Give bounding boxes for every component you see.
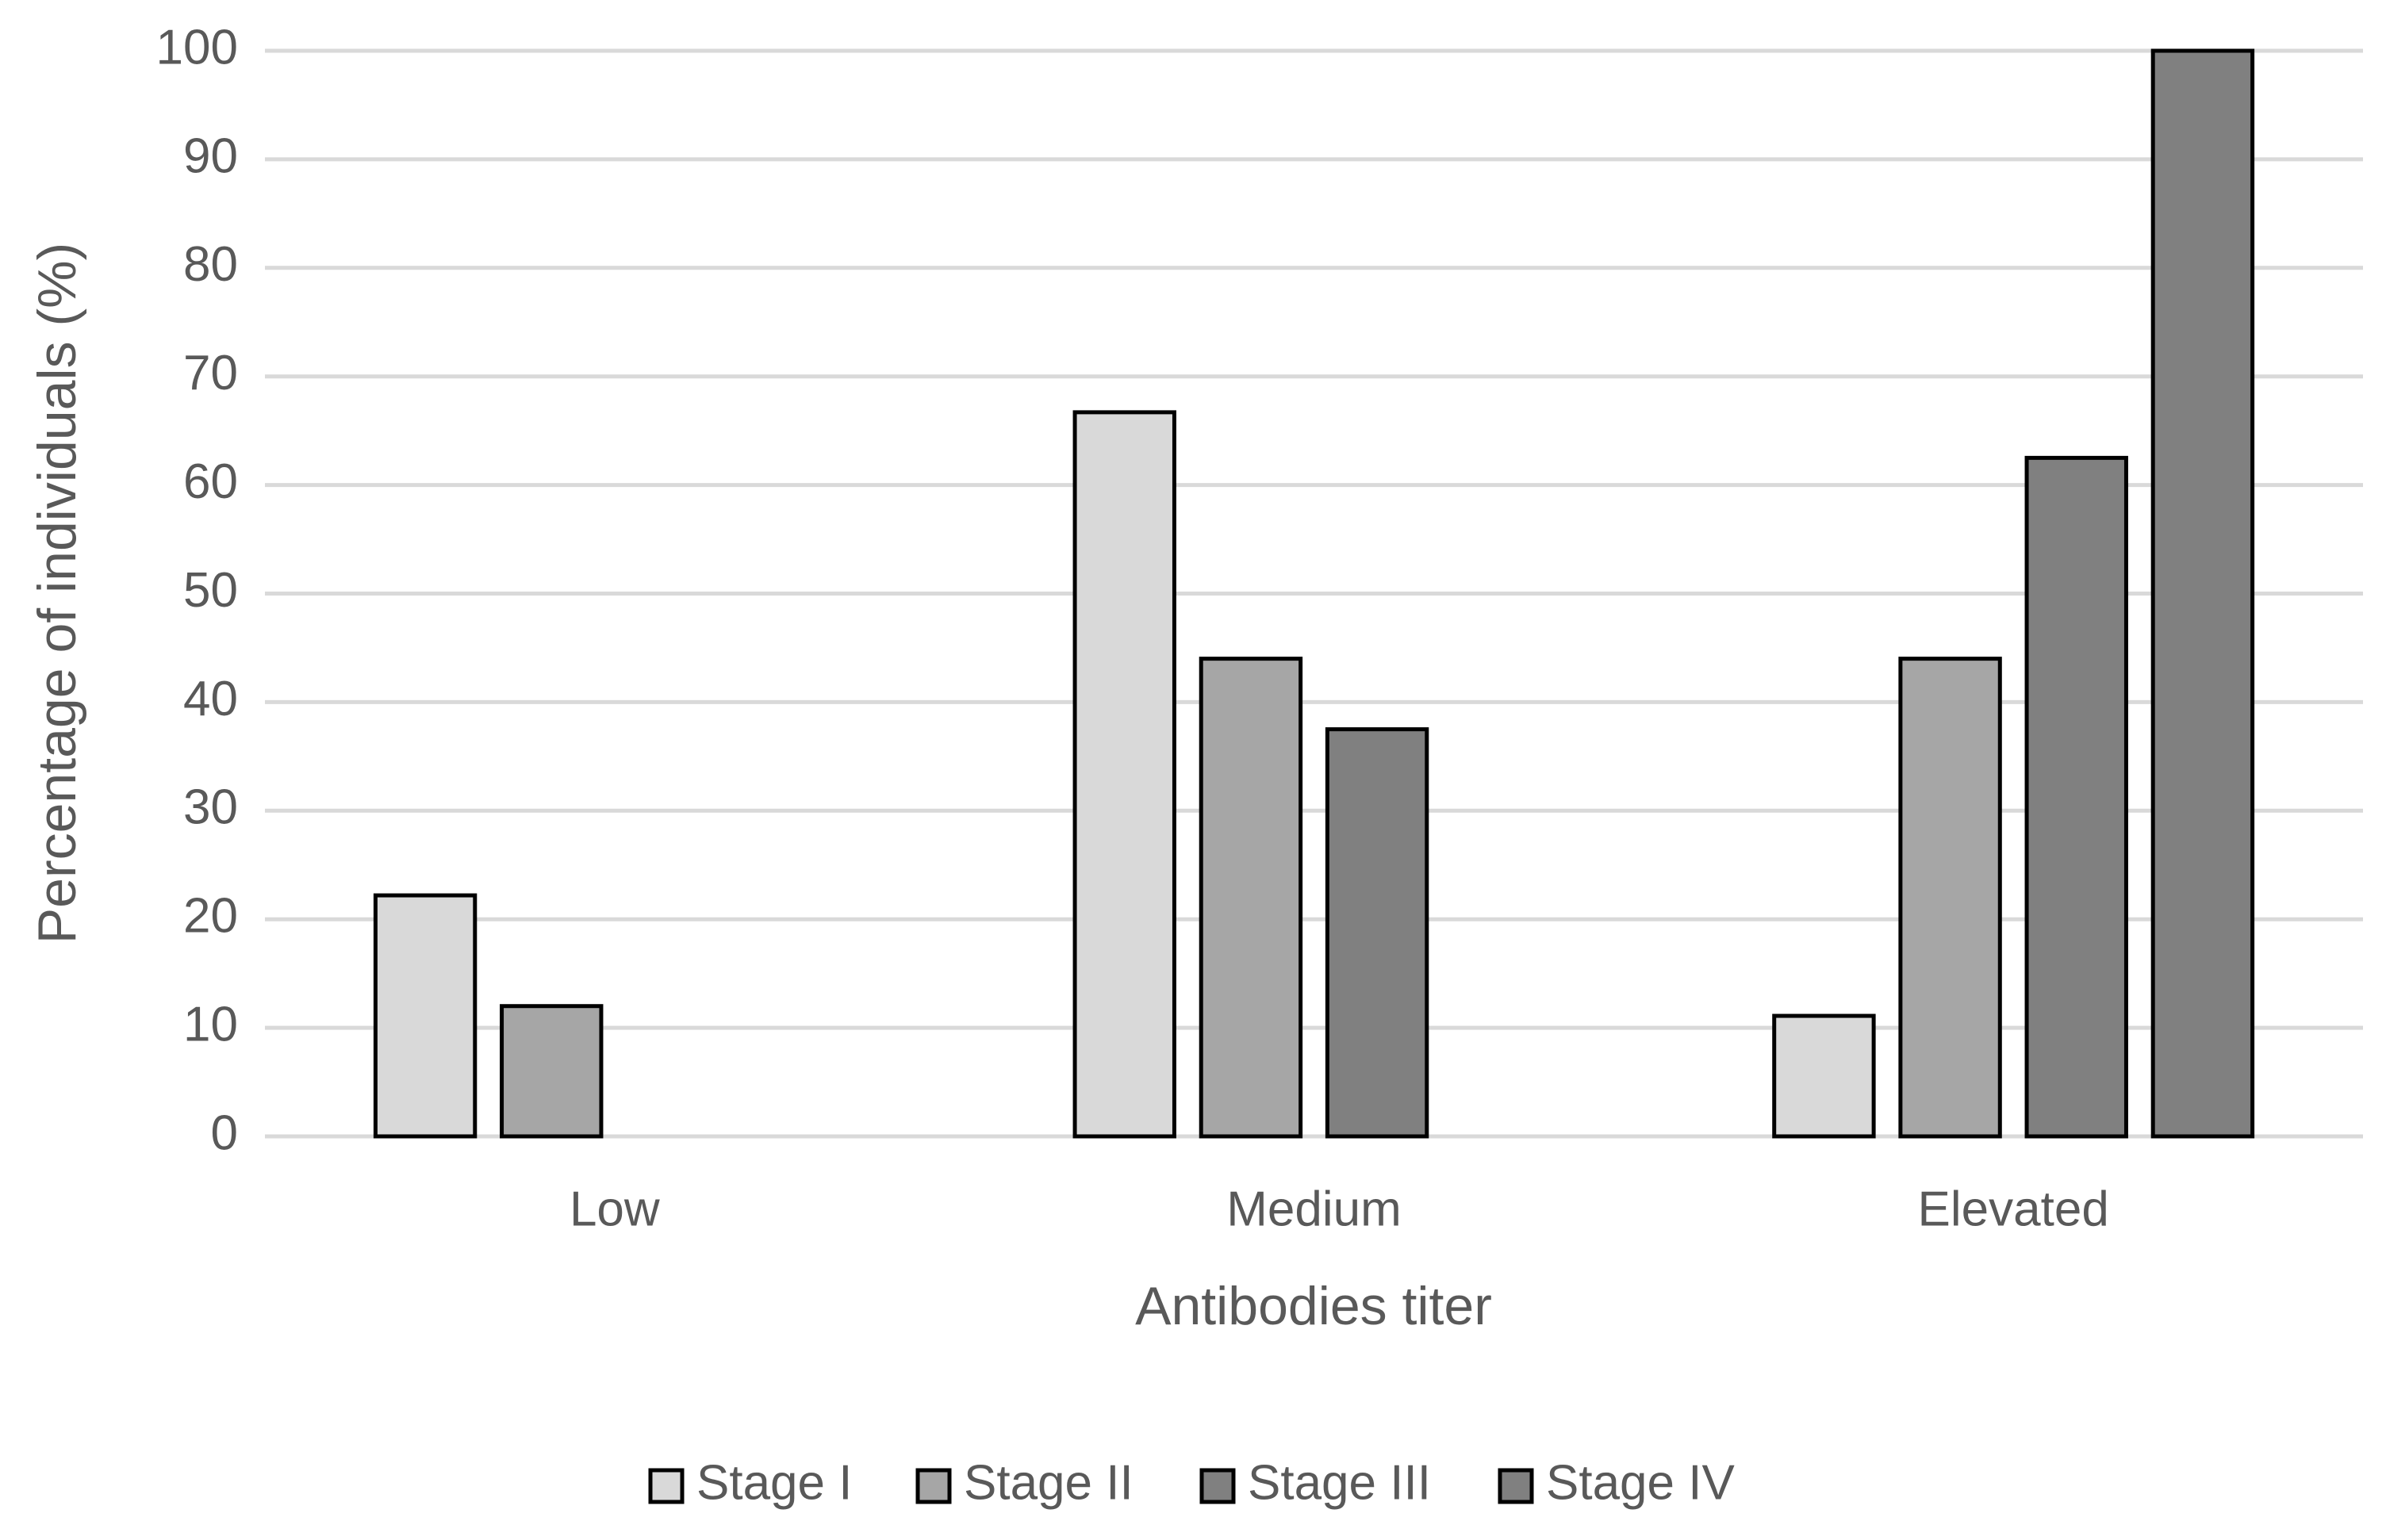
y-tick-label: 10: [183, 997, 238, 1052]
x-axis-title: Antibodies titer: [1135, 1276, 1492, 1336]
legend-label: Stage III: [1248, 1455, 1431, 1510]
bar: [2024, 455, 2128, 1139]
bar: [373, 893, 478, 1139]
x-tick-label: Low: [570, 1182, 660, 1236]
bar: [500, 1004, 604, 1139]
legend-swatch: [915, 1468, 952, 1504]
y-tick-label: 90: [183, 128, 238, 183]
bar: [1772, 1013, 1876, 1139]
y-tick-label: 50: [183, 563, 238, 618]
bar: [2150, 48, 2255, 1139]
y-tick-label: 60: [183, 454, 238, 509]
y-tick-label: 80: [183, 237, 238, 292]
x-tick-label: Medium: [1226, 1182, 1402, 1236]
legend-swatch: [1498, 1468, 1534, 1504]
legend-label: Stage II: [964, 1455, 1134, 1510]
bar: [1898, 657, 2002, 1139]
bar: [1072, 410, 1176, 1139]
y-tick-label: 40: [183, 672, 238, 726]
y-tick-label: 100: [156, 20, 238, 75]
y-tick-label: 30: [183, 780, 238, 835]
x-tick-label: Elevated: [1918, 1182, 2109, 1236]
y-tick-label: 0: [211, 1105, 238, 1160]
y-tick-label: 70: [183, 346, 238, 400]
y-axis-title: Percentage of individuals (%): [27, 243, 87, 944]
bar: [1199, 657, 1303, 1139]
legend-swatch: [1199, 1468, 1236, 1504]
legend-swatch: [648, 1468, 685, 1504]
y-tick-label: 20: [183, 889, 238, 944]
bar: [1325, 727, 1429, 1139]
legend-label: Stage I: [696, 1455, 852, 1510]
legend-label: Stage IV: [1546, 1455, 1735, 1510]
